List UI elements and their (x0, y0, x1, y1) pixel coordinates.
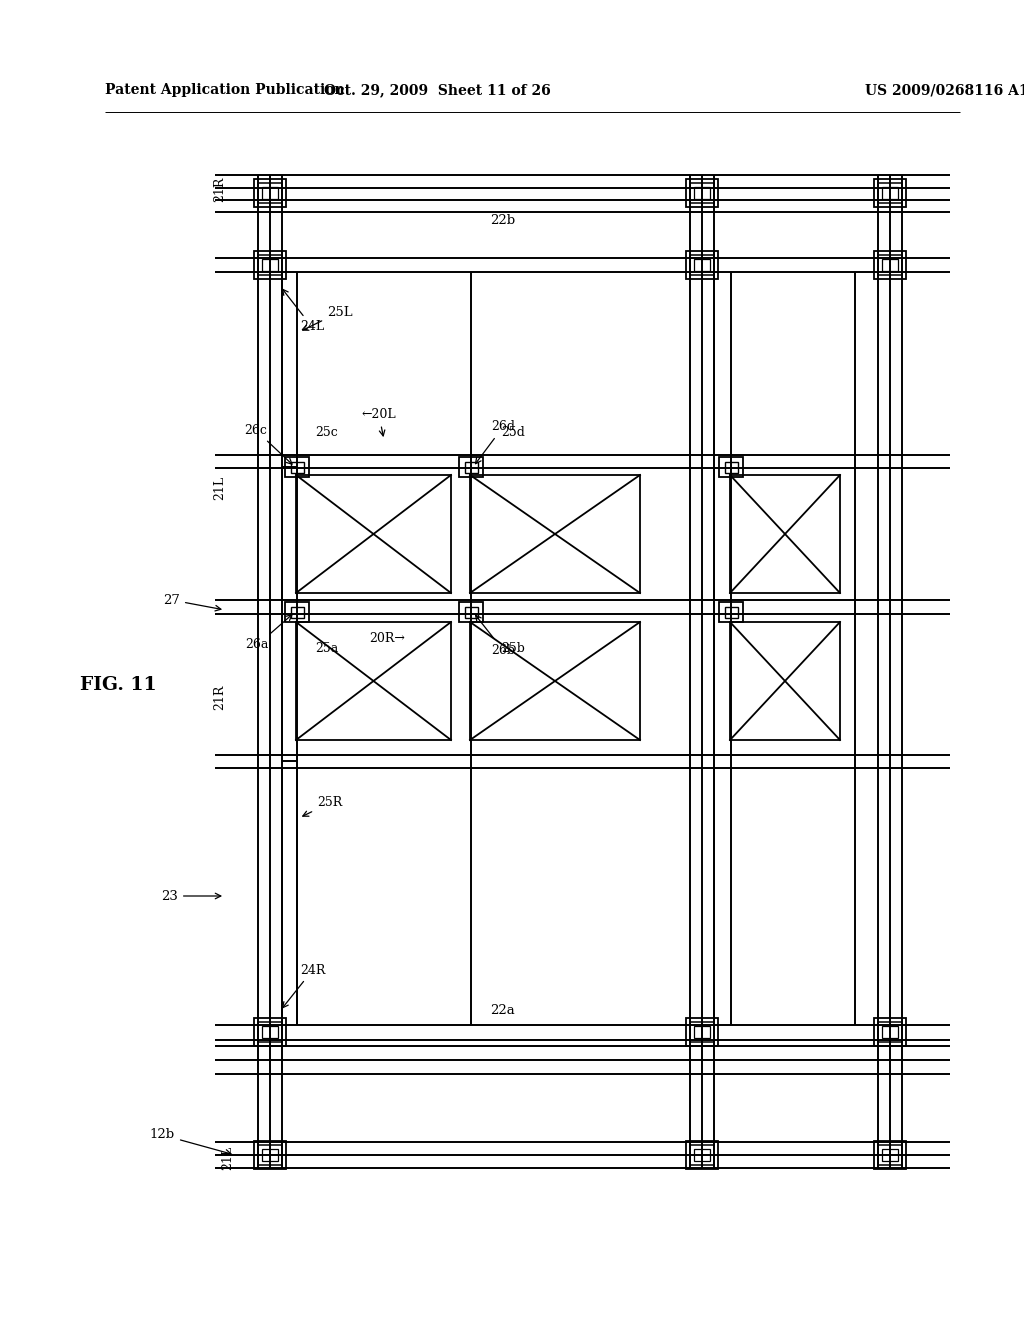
Bar (725, 462, 738, 473)
Text: ←20L: ←20L (361, 408, 396, 436)
Bar (254, 251, 286, 279)
Text: 24R: 24R (283, 964, 326, 1007)
Bar (874, 251, 906, 279)
Bar (690, 1022, 714, 1041)
Bar (874, 1140, 906, 1170)
Bar (686, 1140, 718, 1170)
Bar (694, 1026, 710, 1038)
Bar (690, 1144, 714, 1166)
Bar (254, 180, 286, 207)
Bar (878, 1144, 902, 1166)
Text: 21L: 21L (221, 1146, 234, 1170)
Bar (262, 1148, 278, 1162)
Text: 23: 23 (161, 890, 221, 903)
Text: 21L: 21L (213, 477, 226, 500)
Bar (291, 462, 304, 473)
Bar (465, 462, 478, 473)
Text: US 2009/0268116 A1: US 2009/0268116 A1 (865, 83, 1024, 96)
Bar (296, 475, 451, 593)
Bar (285, 602, 309, 622)
Bar (882, 1148, 898, 1162)
Bar (258, 183, 282, 203)
Bar (882, 1026, 898, 1038)
Bar (725, 607, 738, 618)
Bar (465, 607, 478, 618)
Text: 22b: 22b (490, 214, 515, 227)
Bar (878, 183, 902, 203)
Bar (878, 1022, 902, 1041)
Bar (694, 1148, 710, 1162)
Bar (285, 457, 309, 477)
Bar (686, 251, 718, 279)
Text: 21R: 21R (213, 685, 226, 710)
Bar (291, 607, 304, 618)
Text: 20R→: 20R→ (369, 631, 404, 644)
Bar (719, 457, 743, 477)
Text: 25b: 25b (501, 642, 525, 655)
Bar (882, 259, 898, 271)
Bar (686, 1018, 718, 1045)
Bar (874, 180, 906, 207)
Bar (690, 255, 714, 275)
Bar (254, 1140, 286, 1170)
Text: 26b: 26b (475, 615, 515, 656)
Bar (874, 1018, 906, 1045)
Bar (258, 255, 282, 275)
Text: 26c: 26c (244, 424, 292, 465)
Text: 27: 27 (163, 594, 221, 611)
Bar (254, 1018, 286, 1045)
Bar (258, 1022, 282, 1041)
Bar (459, 457, 483, 477)
Bar (686, 180, 718, 207)
Text: FIG. 11: FIG. 11 (80, 676, 157, 694)
Bar (262, 1026, 278, 1038)
Bar (262, 259, 278, 271)
Bar (470, 475, 640, 593)
Text: 24L: 24L (283, 289, 325, 334)
Bar (258, 1144, 282, 1166)
Text: Patent Application Publication: Patent Application Publication (105, 83, 345, 96)
Bar (882, 187, 898, 199)
Bar (719, 602, 743, 622)
Bar (690, 183, 714, 203)
Text: Oct. 29, 2009  Sheet 11 of 26: Oct. 29, 2009 Sheet 11 of 26 (324, 83, 550, 96)
Bar (262, 187, 278, 199)
Text: 25R: 25R (303, 796, 342, 816)
Bar (459, 602, 483, 622)
Bar (878, 255, 902, 275)
Text: 12b: 12b (150, 1129, 231, 1155)
Text: 22a: 22a (490, 1003, 515, 1016)
Bar (730, 622, 840, 741)
Text: 26a: 26a (246, 615, 292, 652)
Text: 25d: 25d (501, 426, 525, 440)
Bar (694, 187, 710, 199)
Bar (694, 259, 710, 271)
Text: 25L: 25L (303, 305, 352, 330)
Bar (470, 622, 640, 741)
Bar (730, 475, 840, 593)
Bar (296, 622, 451, 741)
Text: 25c: 25c (315, 426, 338, 440)
Text: 25a: 25a (315, 642, 338, 655)
Text: 26d: 26d (475, 421, 515, 463)
Text: 21R: 21R (213, 177, 226, 202)
